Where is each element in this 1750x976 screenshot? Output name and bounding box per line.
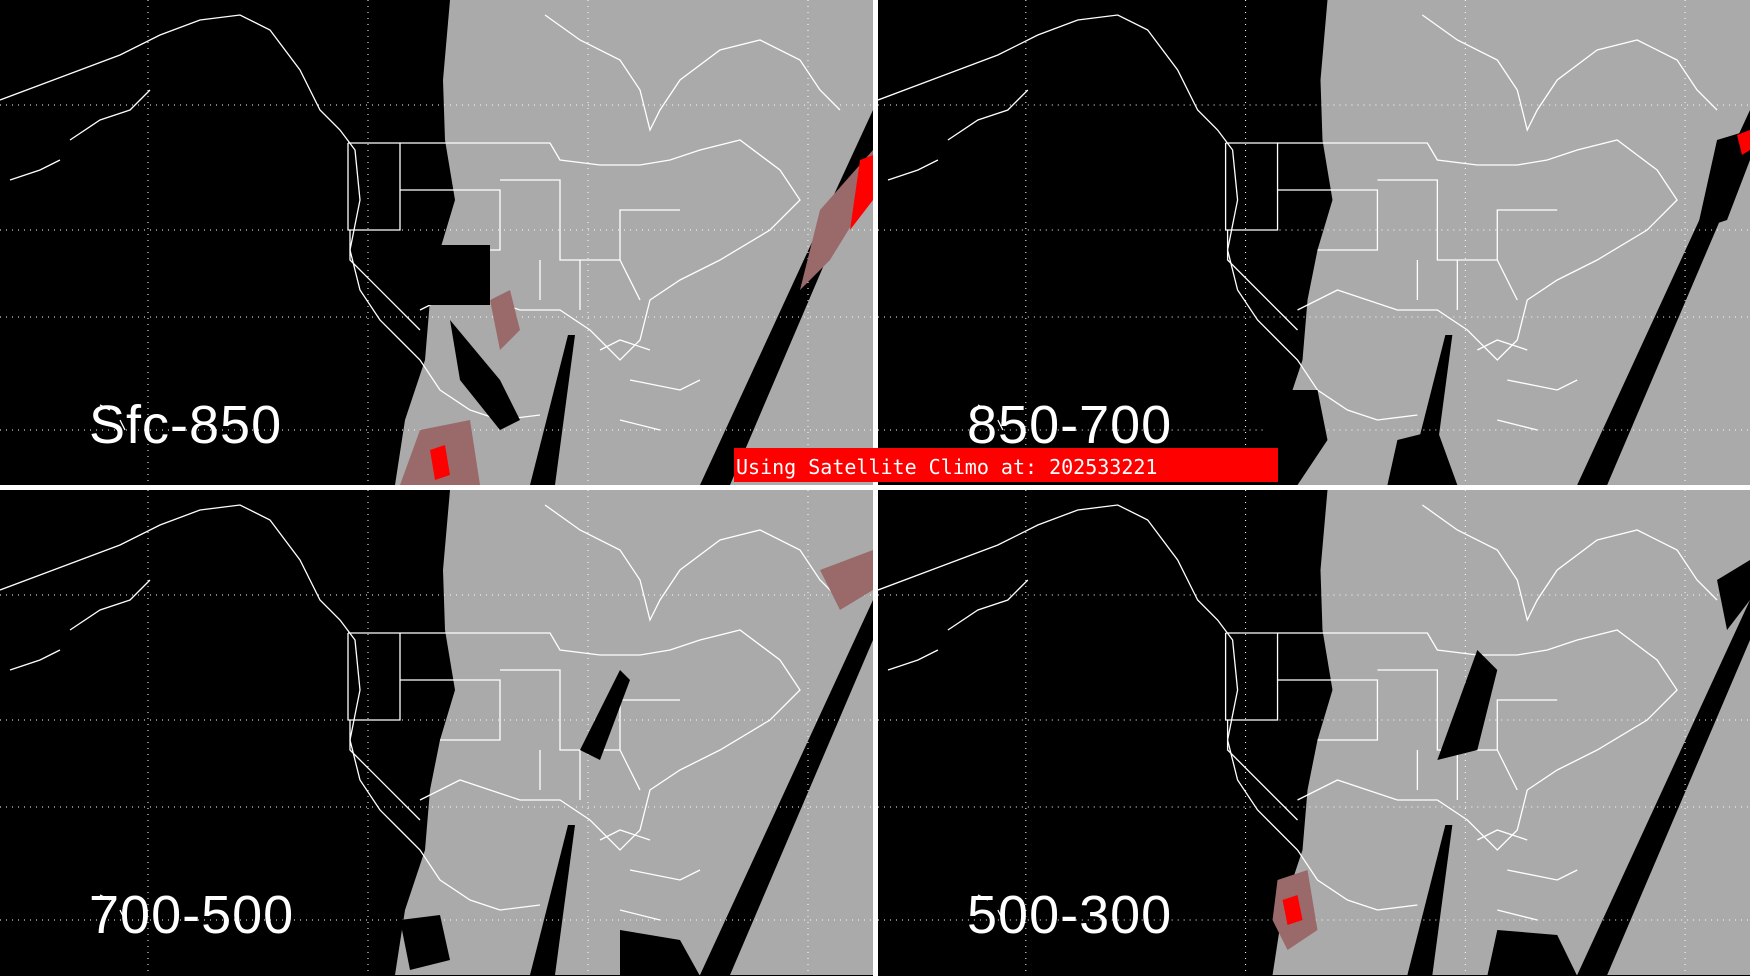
map-panel-700-500: 700-500 xyxy=(0,490,873,976)
map-panel-850-700: 850-700 xyxy=(878,0,1750,485)
layer-label: Sfc-850 xyxy=(89,395,283,455)
satellite-map xyxy=(0,490,873,976)
satellite-climo-banner: Using Satellite Climo at: 202533221 xyxy=(734,448,1278,482)
layer-label: 700-500 xyxy=(89,885,295,945)
layer-label: 500-300 xyxy=(967,885,1173,945)
layer-label: 850-700 xyxy=(967,395,1173,455)
map-panel-500-300: 500-300 xyxy=(878,490,1750,976)
map-panel-sfc-850: Sfc-850 xyxy=(0,0,873,485)
satellite-map xyxy=(0,0,873,485)
satellite-map xyxy=(878,490,1750,976)
